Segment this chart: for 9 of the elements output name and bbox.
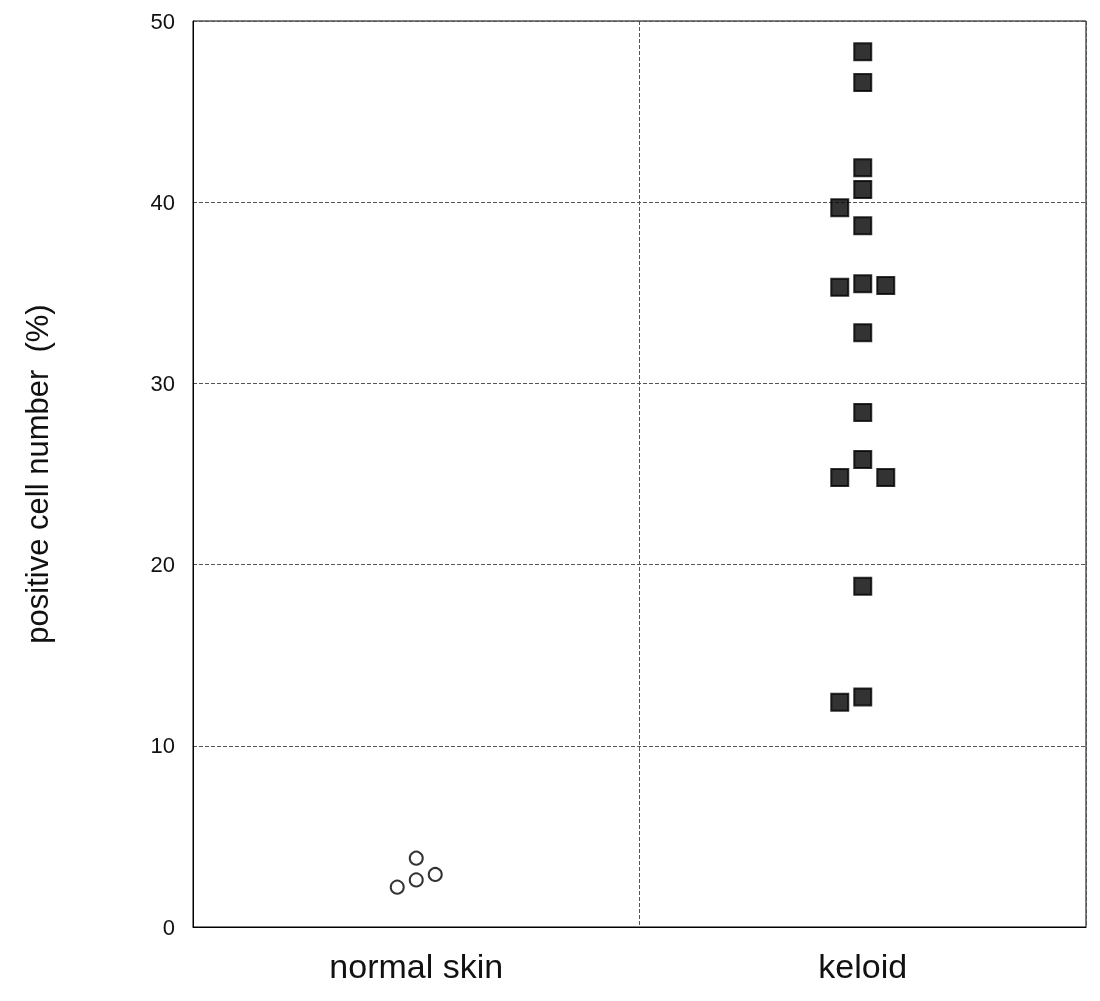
y-tick-label: 0 (162, 914, 175, 940)
y-tick-label: 40 (150, 189, 175, 215)
y-tick-label: 20 (150, 552, 175, 578)
x-tick-label: keloid (818, 947, 908, 985)
y-tick-label: 30 (150, 370, 175, 396)
y-tick-label: 50 (150, 8, 175, 34)
y-tick-label: 10 (150, 733, 175, 759)
x-tick-label: normal skin (329, 947, 504, 985)
y-axis-title: positive cell number (%) (20, 304, 55, 644)
